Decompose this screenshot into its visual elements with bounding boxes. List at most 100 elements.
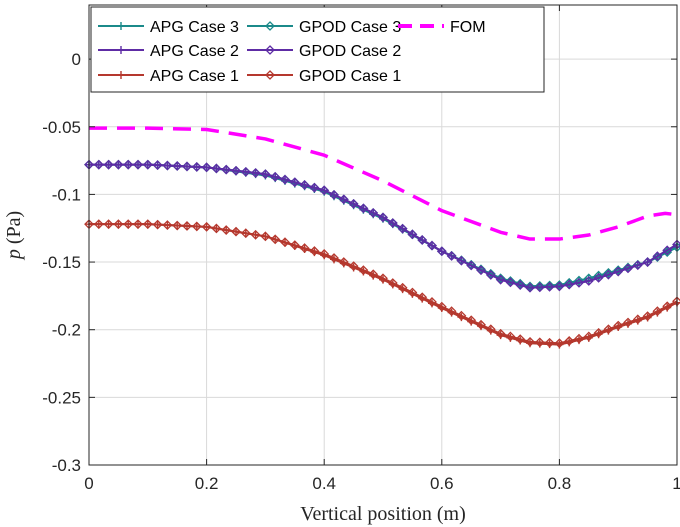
marker-gpod-case-2 — [142, 159, 153, 170]
legend-marker-gpod-case-1 — [265, 70, 275, 80]
marker-gpod-case-1 — [456, 310, 467, 321]
legend-label-gpod-case-1: GPOD Case 1 — [299, 68, 401, 85]
marker-gpod-case-1 — [485, 324, 496, 335]
marker-gpod-case-1 — [280, 237, 290, 248]
marker-gpod-case-2 — [133, 159, 143, 170]
marker-gpod-case-2 — [397, 223, 408, 234]
marker-gpod-case-1 — [446, 306, 457, 317]
y-tick-label: -0.05 — [42, 118, 81, 137]
marker-gpod-case-1 — [240, 228, 251, 239]
marker-gpod-case-2 — [378, 212, 388, 223]
marker-gpod-case-3 — [583, 273, 594, 284]
x-tick-label: 1 — [672, 474, 680, 493]
marker-gpod-case-1 — [201, 221, 212, 232]
marker-gpod-case-1 — [133, 219, 143, 230]
marker-gpod-case-1 — [289, 240, 300, 251]
marker-gpod-case-1 — [436, 301, 447, 312]
marker-gpod-case-2 — [319, 185, 330, 196]
line-gpod-case-1 — [89, 223, 678, 345]
marker-gpod-case-2 — [182, 161, 192, 172]
axis-text: 0 0.2 0.4 0.6 0.8 1 0 -0.05 -0.1 -0.15 -0.2 -0.25 -0… — [42, 50, 680, 493]
legend-box — [90, 6, 545, 93]
marker-gpod-case-1 — [407, 287, 418, 298]
marker-gpod-case-2 — [113, 159, 124, 170]
marker-gpod-case-3 — [525, 281, 535, 292]
marker-gpod-case-1 — [397, 282, 408, 293]
marker-gpod-case-2 — [338, 194, 349, 205]
marker-gpod-case-3 — [505, 276, 516, 286]
y-tick-label: 0 — [72, 50, 81, 69]
line-fom — [89, 126, 678, 241]
legend-item-apg-case-3: APG Case 3 — [98, 19, 239, 36]
marker-gpod-case-1 — [338, 257, 349, 267]
legend-item-apg-case-2: APG Case 2 — [98, 43, 239, 60]
marker-gpod-case-2 — [564, 279, 575, 290]
marker-gpod-case-1 — [378, 273, 388, 284]
marker-gpod-case-2 — [505, 277, 516, 288]
marker-gpod-case-2 — [289, 177, 300, 188]
marker-gpod-case-3 — [515, 278, 526, 289]
marker-gpod-case-3 — [613, 265, 624, 276]
legend-label-apg-case-2: APG Case 2 — [150, 43, 239, 60]
legend-marker-apg-case-2 — [117, 46, 125, 54]
legend-marker-gpod-case-3 — [265, 21, 275, 31]
marker-gpod-case-2 — [103, 159, 114, 170]
marker-gpod-case-2 — [544, 281, 555, 292]
marker-gpod-case-2 — [593, 272, 604, 283]
legend-label-fom: FOM — [450, 19, 486, 36]
marker-gpod-case-3 — [603, 267, 614, 278]
marker-gpod-case-3 — [495, 273, 506, 284]
legend-item-gpod-case-3: GPOD Case 3 — [247, 19, 401, 36]
marker-gpod-case-1 — [250, 229, 261, 240]
series-fom — [89, 126, 678, 241]
y-axis-label-unit: (Pa) — [3, 211, 25, 244]
marker-gpod-case-1 — [632, 314, 643, 325]
marker-gpod-case-1 — [642, 311, 653, 322]
marker-gpod-case-2 — [642, 257, 653, 267]
marker-gpod-case-3 — [564, 277, 575, 288]
marker-gpod-case-2 — [191, 161, 202, 172]
marker-gpod-case-1 — [221, 225, 232, 235]
legend-label-apg-case-1: APG Case 1 — [150, 68, 239, 85]
marker-gpod-case-1 — [260, 231, 271, 242]
marker-gpod-case-1 — [466, 315, 477, 326]
x-tick-label: 0.4 — [312, 474, 336, 493]
marker-gpod-case-1 — [368, 269, 379, 280]
x-tick-label: 0.8 — [548, 474, 572, 493]
marker-gpod-case-1 — [387, 278, 398, 288]
marker-gpod-case-2 — [466, 260, 477, 271]
marker-gpod-case-1 — [162, 220, 173, 230]
y-tick-label: -0.15 — [42, 253, 81, 272]
marker-gpod-case-2 — [162, 160, 173, 171]
marker-gpod-case-2 — [436, 246, 447, 257]
marker-gpod-case-2 — [456, 255, 467, 266]
marker-gpod-case-1 — [574, 333, 584, 344]
marker-gpod-case-2 — [534, 282, 545, 293]
marker-gpod-case-1 — [476, 319, 486, 330]
marker-gpod-case-2 — [280, 174, 290, 185]
marker-gpod-case-2 — [299, 180, 310, 190]
marker-gpod-case-2 — [201, 162, 212, 173]
marker-gpod-case-1 — [152, 219, 163, 230]
marker-gpod-case-1 — [564, 336, 575, 346]
marker-gpod-case-1 — [172, 220, 183, 231]
marker-gpod-case-2 — [387, 218, 398, 228]
marker-gpod-case-2 — [123, 159, 134, 170]
marker-gpod-case-2 — [515, 280, 526, 290]
legend-marker-gpod-case-2 — [265, 45, 275, 55]
legend-label-gpod-case-3: GPOD Case 3 — [299, 19, 401, 36]
marker-gpod-case-2 — [211, 163, 222, 174]
legend-label-gpod-case-2: GPOD Case 2 — [299, 43, 401, 60]
y-axis-label-variable: p — [3, 249, 25, 261]
marker-gpod-case-2 — [485, 269, 496, 280]
marker-gpod-case-3 — [574, 275, 584, 286]
marker-gpod-case-2 — [270, 171, 281, 182]
marker-gpod-case-2 — [632, 260, 643, 271]
legend-item-apg-case-1: APG Case 1 — [98, 68, 239, 85]
marker-gpod-case-2 — [93, 159, 104, 170]
y-tick-label: -0.2 — [52, 321, 81, 340]
marker-gpod-case-2 — [309, 182, 320, 193]
marker-gpod-case-1 — [427, 297, 437, 307]
marker-gpod-case-1 — [299, 243, 310, 253]
